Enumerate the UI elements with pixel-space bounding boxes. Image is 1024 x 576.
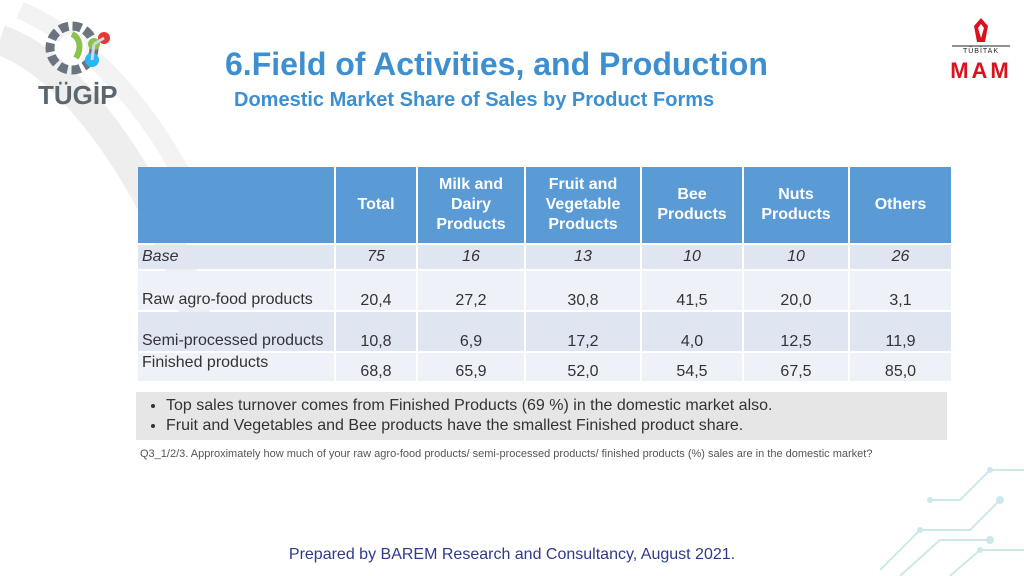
- page-subtitle: Domestic Market Share of Sales by Produc…: [234, 89, 715, 111]
- table-cell: 52,0: [526, 353, 640, 381]
- table-cell: 85,0: [850, 353, 951, 381]
- table-cell: 6,9: [418, 312, 524, 351]
- tubitak-mam-logo: TÜBİTAK MAM: [950, 14, 1012, 94]
- header-others: Others: [850, 167, 951, 243]
- table-row: Base 75 16 13 10 10 26: [138, 245, 951, 269]
- table-cell: 10: [744, 245, 848, 269]
- header-total: Total: [336, 167, 416, 243]
- gear-icon: [45, 21, 110, 75]
- table-cell: 13: [526, 245, 640, 269]
- table-header-row: Total Milk and Dairy Products Fruit and …: [138, 167, 951, 243]
- row-label: Semi-processed products: [138, 312, 334, 351]
- question-footnote: Q3_1/2/3. Approximately how much of your…: [140, 448, 873, 460]
- table-cell: 17,2: [526, 312, 640, 351]
- table-cell: 4,0: [642, 312, 742, 351]
- tubitak-text: TÜBİTAK: [962, 48, 1000, 55]
- table-cell: 41,5: [642, 271, 742, 310]
- table-cell: 10,8: [336, 312, 416, 351]
- circuit-decoration: [879, 467, 1024, 576]
- header-nuts: Nuts Products: [744, 167, 848, 243]
- table-row: Finished products 68,8 65,9 52,0 54,5 67…: [138, 353, 951, 381]
- table-cell: 12,5: [744, 312, 848, 351]
- tugip-logo: TÜGİP: [32, 16, 132, 110]
- row-label: Raw agro-food products: [138, 271, 334, 310]
- table-cell: 30,8: [526, 271, 640, 310]
- page-title: 6.Field of Activities, and Production: [225, 46, 768, 82]
- table-cell: 26: [850, 245, 951, 269]
- table-cell: 11,9: [850, 312, 951, 351]
- tubitak-emblem-icon: [952, 18, 1010, 47]
- page-footer: Prepared by BAREM Research and Consultan…: [288, 546, 736, 563]
- table-cell: 68,8: [336, 353, 416, 381]
- row-label: Base: [138, 245, 334, 269]
- mam-text: MAM: [950, 58, 1012, 83]
- row-label: Finished products: [138, 353, 334, 381]
- table-cell: 27,2: [418, 271, 524, 310]
- market-share-table: Total Milk and Dairy Products Fruit and …: [136, 165, 953, 383]
- table-cell: 20,4: [336, 271, 416, 310]
- header-milk-dairy: Milk and Dairy Products: [418, 167, 524, 243]
- finding-bullet: Fruit and Vegetables and Bee products ha…: [166, 416, 947, 436]
- table-cell: 65,9: [418, 353, 524, 381]
- header-empty: [138, 167, 334, 243]
- header-fruit-vegetable: Fruit and Vegetable Products: [526, 167, 640, 243]
- header-bee: Bee Products: [642, 167, 742, 243]
- table-row: Raw agro-food products 20,4 27,2 30,8 41…: [138, 271, 951, 310]
- table-cell: 3,1: [850, 271, 951, 310]
- table-cell: 16: [418, 245, 524, 269]
- key-findings-box: Top sales turnover comes from Finished P…: [136, 392, 947, 440]
- table-cell: 20,0: [744, 271, 848, 310]
- table-cell: 75: [336, 245, 416, 269]
- table-cell: 54,5: [642, 353, 742, 381]
- table-cell: 10: [642, 245, 742, 269]
- tugip-logo-text: TÜGİP: [38, 80, 118, 110]
- finding-bullet: Top sales turnover comes from Finished P…: [166, 396, 947, 416]
- table-cell: 67,5: [744, 353, 848, 381]
- table-row: Semi-processed products 10,8 6,9 17,2 4,…: [138, 312, 951, 351]
